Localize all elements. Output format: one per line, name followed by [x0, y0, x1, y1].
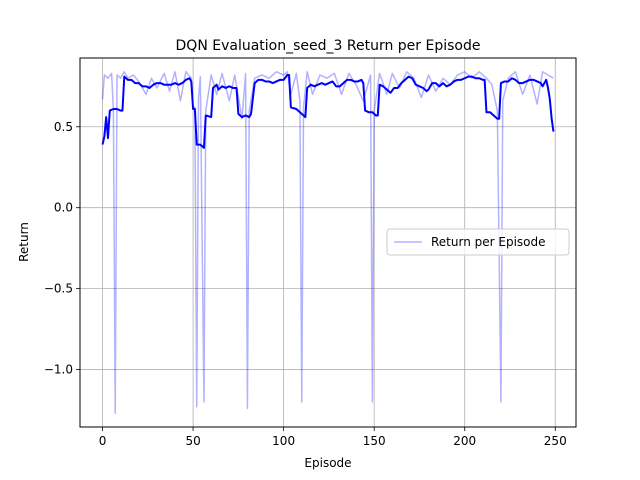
- y-tick-label: 0.5: [54, 120, 73, 134]
- y-axis-label: Return: [17, 222, 31, 262]
- legend-box: [386, 228, 570, 256]
- chart-title: DQN Evaluation_seed_3 Return per Episode: [176, 38, 481, 54]
- x-tick-label: 50: [185, 434, 200, 448]
- x-tick-label: 250: [544, 434, 567, 448]
- x-tick-label: 0: [99, 434, 107, 448]
- y-tick-label: −1.0: [44, 363, 73, 377]
- y-tick-label: 0.0: [54, 201, 73, 215]
- plot-frame: [79, 57, 577, 428]
- plot-area: [101, 71, 555, 414]
- x-axis-ticks: 0 50 100 150 200 250: [99, 427, 567, 448]
- x-tick-label: 200: [453, 434, 476, 448]
- x-tick-label: 100: [272, 434, 295, 448]
- series-line-smoothed: [101, 73, 555, 149]
- legend: Return per Episode: [386, 228, 570, 256]
- x-tick-label: 150: [363, 434, 386, 448]
- y-axis-ticks: −1.0 −0.5 0.0 0.5: [44, 120, 80, 377]
- y-tick-label: −0.5: [44, 282, 73, 296]
- series-line-return-per-episode: [101, 71, 554, 414]
- x-axis-label: Episode: [304, 456, 351, 470]
- legend-entry-label: Return per Episode: [431, 235, 546, 249]
